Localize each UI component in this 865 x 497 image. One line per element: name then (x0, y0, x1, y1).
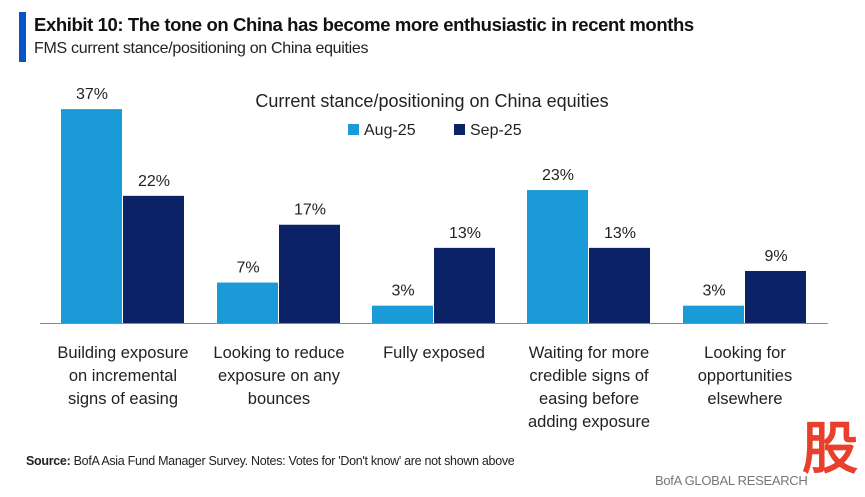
category-label: Fully exposed (383, 344, 485, 362)
category-label: credible signs of (529, 367, 649, 385)
exhibit-title: Exhibit 10: The tone on China has become… (34, 14, 694, 35)
category-label: on incremental (69, 367, 177, 385)
brand-label: BofA GLOBAL RESEARCH (655, 473, 808, 488)
category-label: adding exposure (528, 413, 650, 431)
bar-aug-25 (61, 109, 122, 323)
watermark-logo: 股 (802, 417, 858, 482)
category-label: Looking for (704, 344, 786, 362)
bar-aug-25 (527, 190, 588, 323)
data-label: 3% (391, 283, 414, 300)
category-label: elsewhere (707, 390, 782, 408)
data-label: 17% (294, 202, 326, 219)
bar-aug-25 (217, 282, 278, 323)
bar-sep-25 (745, 270, 806, 323)
category-label: opportunities (698, 367, 792, 385)
legend-label-aug-25: Aug-25 (364, 122, 416, 139)
source-text: BofA Asia Fund Manager Survey. Notes: Vo… (70, 454, 515, 468)
data-label: 7% (236, 260, 259, 277)
legend-swatch-aug-25 (348, 124, 359, 135)
source-note: Source: BofA Asia Fund Manager Survey. N… (26, 454, 515, 468)
bar-sep-25 (279, 224, 340, 323)
category-label: bounces (248, 390, 310, 408)
category-label: exposure on any (218, 367, 341, 385)
title-accent-bar (19, 12, 26, 62)
legend-swatch-sep-25 (454, 124, 465, 135)
category-label: Waiting for more (529, 344, 649, 362)
chart-title: Current stance/positioning on China equi… (255, 91, 608, 111)
category-label: signs of easing (68, 390, 178, 408)
data-label: 13% (449, 225, 481, 242)
category-label: Building exposure (57, 344, 188, 362)
data-label: 13% (604, 225, 636, 242)
data-label: 37% (76, 86, 108, 103)
data-label: 22% (138, 173, 170, 190)
exhibit-subtitle: FMS current stance/positioning on China … (34, 40, 369, 57)
data-label: 9% (764, 248, 787, 265)
category-label: easing before (539, 390, 639, 408)
category-label: Looking to reduce (213, 344, 344, 362)
data-label: 23% (542, 167, 574, 184)
bar-sep-25 (434, 247, 495, 323)
bar-sep-25 (123, 195, 184, 323)
bar-aug-25 (683, 305, 744, 323)
legend-label-sep-25: Sep-25 (470, 122, 522, 139)
bar-aug-25 (372, 305, 433, 323)
bar-sep-25 (589, 247, 650, 323)
source-label: Source: (26, 454, 71, 468)
data-label: 3% (702, 283, 725, 300)
